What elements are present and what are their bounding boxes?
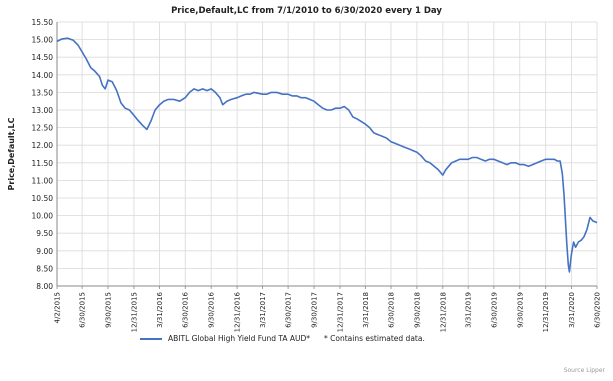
y-tick-label: 8.50 bbox=[36, 264, 53, 273]
y-tick-label: 13.00 bbox=[32, 106, 54, 115]
x-tick-label: 4/2/2015 bbox=[54, 292, 62, 323]
x-tick-label: 12/31/2018 bbox=[439, 292, 447, 332]
y-tick-label: 9.50 bbox=[36, 229, 53, 238]
legend: ABITL Global High Yield Fund TA AUD* * C… bbox=[140, 334, 425, 343]
y-tick-label: 14.50 bbox=[32, 53, 54, 62]
legend-note: * Contains estimated data. bbox=[324, 334, 425, 343]
x-tick-label: 6/30/2020 bbox=[594, 292, 602, 328]
x-tick-label: 12/31/2015 bbox=[130, 292, 138, 332]
legend-swatch bbox=[140, 337, 162, 340]
x-tick-label: 9/30/2018 bbox=[413, 292, 421, 328]
y-tick-label: 8.00 bbox=[36, 282, 53, 291]
x-tick-label: 3/31/2018 bbox=[362, 292, 370, 328]
y-tick-label: 11.50 bbox=[32, 159, 54, 168]
x-tick-label: 3/31/2017 bbox=[259, 292, 267, 328]
y-tick-label: 13.50 bbox=[32, 88, 54, 97]
x-tick-label: 12/31/2017 bbox=[336, 292, 344, 332]
y-tick-label: 12.50 bbox=[32, 124, 54, 133]
axes bbox=[56, 22, 598, 289]
y-tick-label: 12.00 bbox=[32, 141, 54, 150]
y-tick-label: 9.00 bbox=[36, 247, 53, 256]
x-tick-label: 3/31/2020 bbox=[568, 292, 576, 328]
x-tick-label: 6/30/2017 bbox=[285, 292, 293, 328]
y-tick-label: 10.00 bbox=[32, 212, 54, 221]
x-tick-labels: 4/2/2015 6/30/2015 9/30/2015 12/31/2015 3/31… bbox=[54, 291, 602, 332]
y-tick-label: 11.00 bbox=[32, 176, 54, 185]
x-tick-label: 6/30/2016 bbox=[182, 291, 190, 327]
y-tick-label: 15.00 bbox=[32, 36, 54, 45]
x-tick-label: 9/30/2017 bbox=[311, 292, 319, 328]
y-tick-label: 10.50 bbox=[32, 194, 54, 203]
x-tick-label: 9/30/2015 bbox=[105, 292, 113, 328]
x-tick-label: 9/30/2019 bbox=[516, 292, 524, 328]
y-tick-labels: 15.50 15.00 14.50 14.00 13.50 13.00 12.50 12.00… bbox=[32, 18, 54, 291]
series-line bbox=[56, 37, 598, 273]
x-tick-label: 6/30/2018 bbox=[387, 292, 395, 328]
x-tick-label: 9/30/2016 bbox=[208, 291, 216, 327]
x-tick-label: 6/30/2019 bbox=[490, 292, 498, 328]
x-tick-label: 12/31/2016 bbox=[234, 291, 242, 332]
y-axis-label: Price,Default,LC bbox=[7, 117, 16, 190]
legend-series-label: ABITL Global High Yield Fund TA AUD* bbox=[168, 334, 311, 343]
y-tick-label: 14.00 bbox=[32, 71, 54, 80]
x-tick-label: 3/31/2016 bbox=[156, 291, 164, 327]
x-tick-label: 12/31/2019 bbox=[542, 292, 550, 332]
x-tick-label: 6/30/2015 bbox=[79, 292, 87, 328]
source-label: Source Lipper bbox=[563, 367, 605, 374]
chart-title: Price,Default,LC from 7/1/2010 to 6/30/2… bbox=[171, 6, 442, 16]
x-tick-label: 3/31/2019 bbox=[465, 292, 473, 328]
gridlines bbox=[56, 21, 598, 287]
series-lines bbox=[56, 37, 598, 273]
y-tick-label: 15.50 bbox=[32, 18, 54, 27]
